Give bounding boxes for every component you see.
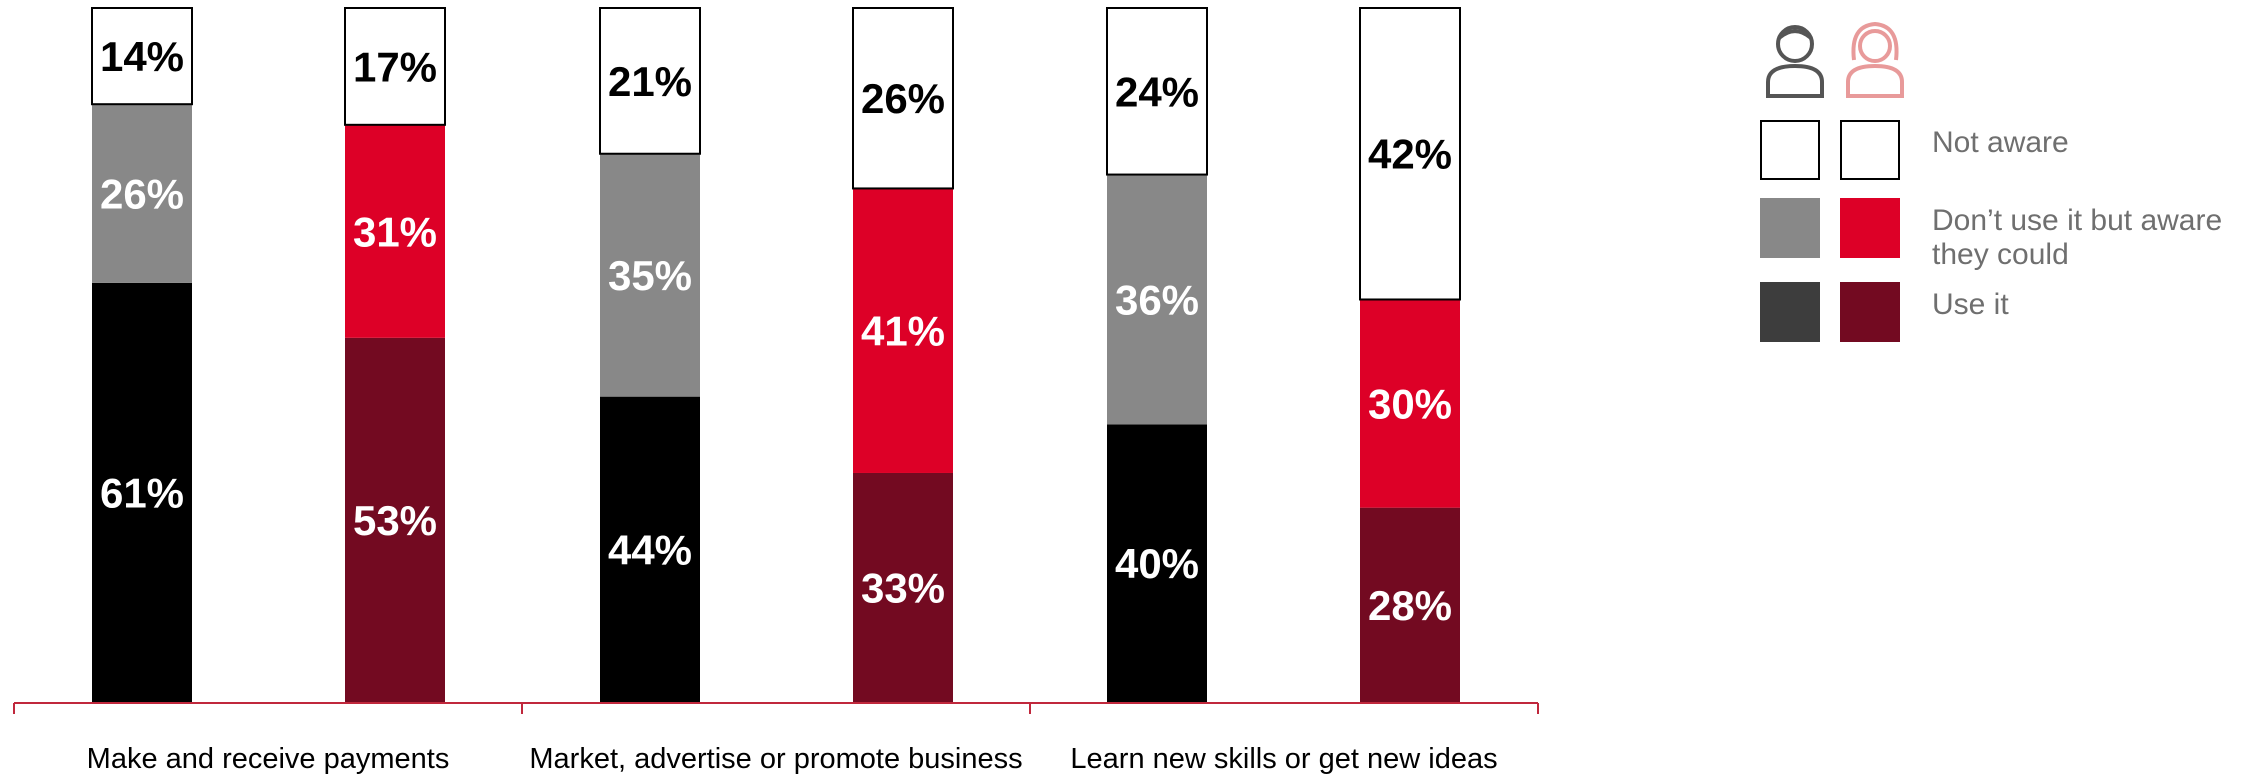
- data-label: 36%: [1115, 276, 1199, 323]
- legend-label: Not aware: [1932, 126, 2069, 159]
- data-label: 26%: [100, 171, 184, 218]
- legend-swatch-male-use: [1760, 282, 1820, 342]
- male-person-icon: [1766, 25, 1824, 98]
- data-label: 30%: [1368, 381, 1452, 428]
- category-label: Market, advertise or promote business: [529, 743, 1022, 775]
- data-label: 33%: [861, 564, 945, 611]
- bar-segment-aware-female: [345, 124, 445, 338]
- legend-item-aware: Don’t use it but aware they could: [1760, 198, 2250, 271]
- data-label: 53%: [353, 497, 437, 544]
- data-label: 40%: [1115, 540, 1199, 587]
- data-label: 61%: [100, 469, 184, 516]
- bar-segment-use-female: [1360, 507, 1460, 702]
- bar-segment-not-aware-male: [91, 7, 193, 106]
- legend-icons: [1760, 20, 1960, 100]
- data-label: 26%: [861, 75, 945, 122]
- legend-label: Use it: [1932, 288, 2009, 321]
- data-label: 35%: [608, 252, 692, 299]
- bar-segment-not-aware-female: [1359, 7, 1461, 301]
- female-person-icon: [1846, 21, 1904, 98]
- bar-segment-aware-female: [1360, 299, 1460, 508]
- data-label: 24%: [1115, 68, 1199, 115]
- legend-swatch-male-aware: [1760, 198, 1820, 258]
- data-label: 17%: [353, 43, 437, 90]
- bar-segment-use-male: [600, 396, 700, 702]
- bar-segment-aware-male: [600, 153, 700, 397]
- bar-segment-use-female: [853, 472, 953, 702]
- data-label: 31%: [353, 208, 437, 255]
- legend-item-not-aware: Not aware: [1760, 120, 2250, 184]
- data-label: 28%: [1368, 582, 1452, 629]
- legend-item-use-it: Use it: [1760, 282, 2250, 346]
- bar-segment-not-aware-male: [599, 7, 701, 155]
- legend-swatch-female-not-aware: [1840, 120, 1900, 180]
- legend: Not aware Don’t use it but aware they co…: [1760, 20, 2250, 360]
- legend-swatch-female-use: [1840, 282, 1900, 342]
- data-label: 44%: [608, 526, 692, 573]
- data-label: 41%: [861, 308, 945, 355]
- legend-swatch-female-aware: [1840, 198, 1900, 258]
- bar-segment-not-aware-female: [344, 7, 446, 126]
- bar-segment-aware-male: [1107, 174, 1207, 425]
- data-label: 42%: [1368, 131, 1452, 178]
- category-label: Make and receive payments: [87, 743, 450, 775]
- data-label: 21%: [608, 58, 692, 105]
- data-label: 14%: [100, 33, 184, 80]
- bar-segment-use-female: [345, 337, 445, 702]
- category-label: Learn new skills or get new ideas: [1070, 743, 1497, 775]
- bar-segment-not-aware-male: [1106, 7, 1208, 176]
- bar-segment-use-male: [92, 282, 192, 702]
- legend-label: Don’t use it but aware they could: [1932, 204, 2223, 271]
- bar-segment-not-aware-female: [852, 7, 954, 190]
- stacked-bar-chart: 61% 26% 14% 53% 31% 17% 44% 35% 21% 33% 41% 26% 40% 3…: [13, 7, 1539, 775]
- bar-segment-aware-female: [853, 188, 953, 473]
- bar-segment-aware-male: [92, 104, 192, 283]
- legend-swatch-male-not-aware: [1760, 120, 1820, 180]
- bar-segment-use-male: [1107, 424, 1207, 702]
